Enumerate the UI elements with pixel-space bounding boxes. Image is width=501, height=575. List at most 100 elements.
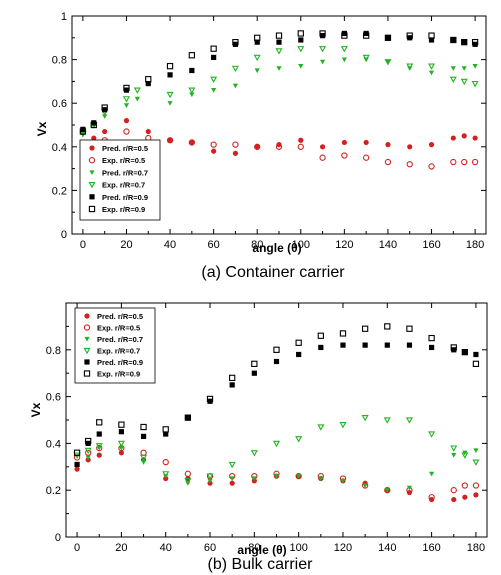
legend-label: Exp. r/R=0.5 [102, 156, 145, 165]
data-point [406, 161, 413, 168]
chart-bulk-carrier: 0 20 40 60 80 100 120 140 160 180 0 0.2 0.4 0.6 0.8 Vx… [29, 302, 488, 573]
data-point [184, 478, 192, 485]
data-point [228, 461, 236, 469]
data-point [96, 452, 102, 458]
data-point [118, 446, 124, 451]
x-tick-label: 80 [248, 542, 260, 554]
legend-label: Pred. r/R=0.9 [102, 193, 148, 202]
data-point [461, 66, 467, 71]
y-axis-title: Vx [35, 121, 49, 136]
x-tick-label: 40 [164, 239, 176, 251]
data-point [362, 54, 370, 62]
data-point [145, 128, 151, 135]
legend-label: Pred. r/R=0.7 [97, 335, 143, 344]
data-point [275, 32, 283, 39]
legend-marker [84, 313, 90, 319]
data-point [472, 459, 480, 466]
legend-label: Exp. r/R=0.9 [102, 205, 145, 214]
series-5 [73, 323, 480, 456]
x-tick-label: 140 [379, 239, 397, 251]
y-tick-label: 0.8 [52, 55, 67, 67]
data-point [232, 150, 239, 156]
chart-caption: (b) Bulk carrier [208, 556, 314, 573]
data-point [319, 59, 326, 65]
data-point [297, 46, 305, 53]
data-point [384, 342, 390, 348]
legend-marker [89, 170, 95, 175]
data-point [211, 88, 217, 93]
data-point [405, 417, 413, 424]
data-point [272, 440, 281, 448]
data-point [273, 474, 280, 479]
x-axis-title: angle (θ) [237, 543, 286, 557]
data-point [339, 330, 347, 337]
legend-label: Exp. r/R=0.7 [97, 347, 140, 356]
data-point [210, 141, 217, 148]
data-point [450, 445, 458, 452]
data-point [472, 482, 480, 489]
data-point [427, 63, 436, 70]
chart-caption: (a) Container carrier [201, 264, 345, 281]
data-point [428, 431, 436, 438]
legend-marker [89, 145, 95, 151]
data-point [251, 476, 257, 482]
data-point [210, 45, 217, 52]
data-point [383, 417, 391, 424]
x-tick-label: 20 [115, 542, 127, 554]
data-point [450, 37, 456, 43]
data-point [229, 476, 235, 482]
legend-marker [83, 370, 91, 377]
x-tick-label: 100 [292, 239, 310, 251]
data-point [275, 143, 283, 150]
data-point [406, 342, 413, 348]
data-point [319, 30, 326, 37]
legend-marker [88, 205, 96, 213]
data-point [471, 158, 479, 166]
data-point [250, 450, 258, 457]
data-point [162, 426, 169, 433]
legend-label: Exp. r/R=0.7 [102, 181, 145, 190]
series-5 [79, 30, 479, 135]
data-point [133, 87, 141, 94]
data-point [102, 128, 108, 135]
data-point [122, 96, 131, 103]
data-point [91, 135, 97, 141]
data-point [461, 158, 468, 166]
data-point [140, 460, 147, 465]
data-point [185, 415, 191, 421]
data-point [450, 135, 456, 141]
data-point [318, 476, 324, 482]
data-point [317, 332, 324, 339]
data-point [428, 37, 435, 43]
legend-label: Exp. r/R=0.5 [97, 324, 140, 333]
legend-marker [89, 194, 95, 200]
data-point [273, 346, 280, 353]
data-point [385, 59, 391, 65]
y-tick-label: 0.4 [52, 142, 67, 154]
data-point [189, 139, 195, 146]
data-point [473, 492, 479, 498]
data-point [211, 148, 217, 154]
data-point [450, 344, 457, 351]
data-point [340, 478, 346, 484]
data-point [297, 30, 304, 37]
data-point [341, 152, 348, 159]
data-point [96, 431, 102, 437]
data-point [384, 34, 392, 41]
data-point [74, 461, 80, 468]
data-point [184, 470, 192, 477]
data-point [461, 39, 468, 46]
legend-marker [88, 157, 96, 164]
data-point [451, 453, 457, 458]
data-point [95, 443, 103, 450]
data-point [363, 139, 369, 146]
data-point [188, 52, 195, 59]
data-point [145, 80, 151, 87]
data-point [134, 96, 140, 102]
data-point [167, 72, 173, 78]
x-tick-label: 60 [208, 239, 220, 251]
x-tick-label: 80 [251, 239, 263, 251]
legend-marker [83, 347, 91, 355]
data-point [340, 46, 348, 53]
data-point [297, 143, 304, 150]
